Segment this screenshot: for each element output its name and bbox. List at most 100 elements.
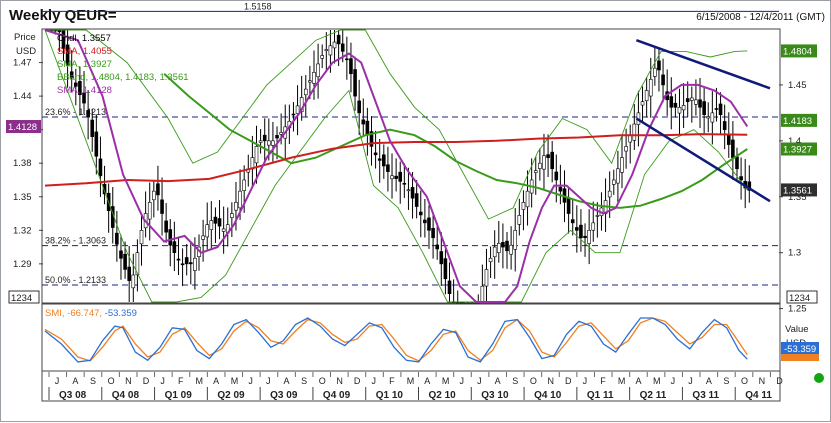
candle-body [611, 179, 616, 185]
candle-body [644, 90, 649, 101]
candle-body [731, 139, 735, 158]
candle-body [435, 244, 439, 250]
candle-body [221, 228, 226, 232]
right-axis-tick-label: 1.3 [788, 248, 801, 259]
candle-body [127, 266, 131, 281]
month-label: J [248, 376, 253, 386]
smi-oscillator: SMI, -66.747, -53.359 -53.359 [44, 308, 819, 363]
legend-entry: SMA, 1.4055 [57, 46, 112, 57]
candle-body [135, 252, 140, 276]
value-badge-label: 1.4128 [8, 122, 37, 133]
sma-green-line [163, 72, 748, 209]
candle-body [579, 224, 583, 239]
month-label: M [407, 376, 415, 386]
candle-body [533, 170, 538, 173]
candle-body [509, 244, 513, 255]
candle-body [542, 155, 546, 170]
quarter-label: Q1 09 [165, 390, 193, 401]
month-label: M [196, 376, 204, 386]
candle-body [349, 58, 353, 75]
left-axis-tick-label: 1.35 [13, 192, 32, 203]
value-badge-label: 1.3561 [783, 185, 812, 196]
candle-body [607, 190, 612, 198]
price-y-axis: 1.471.441.411.381.351.321.291.451.41.351… [13, 58, 807, 315]
smi-line-orange [44, 317, 748, 362]
quarter-label: Q3 10 [481, 390, 509, 401]
quarter-label: Q2 09 [217, 390, 245, 401]
month-label: D [565, 376, 572, 386]
candle-body [673, 102, 678, 108]
candle-body [262, 134, 267, 142]
candle-body [583, 235, 587, 239]
quarter-label: Q4 08 [112, 390, 140, 401]
month-label: J [266, 376, 271, 386]
candle-body [230, 213, 234, 218]
value-badge-label: 1.3927 [783, 145, 812, 156]
month-label: S [301, 376, 307, 386]
candle-body [431, 228, 435, 239]
month-label: J [477, 376, 482, 386]
left-scale-box[interactable] [8, 290, 40, 304]
month-label: N [336, 376, 343, 386]
candle-body [90, 119, 95, 137]
candle-body [677, 106, 682, 114]
candle-body [131, 274, 136, 289]
smi-legend: SMI, -66.747, -53.359 [45, 308, 137, 319]
candle-body [575, 227, 579, 231]
candle-body [74, 82, 78, 87]
month-label: A [495, 376, 501, 386]
value-badges: 1.4804 1.4183 1.3927 1.3561 1.4128 [6, 44, 817, 197]
candle-body [427, 217, 431, 231]
left-axis-tick-label: 1.47 [13, 58, 32, 69]
candle-body [718, 103, 723, 116]
chart-title: Weekly QEUR= [9, 7, 117, 24]
candle-body [632, 123, 637, 141]
candle-body [291, 113, 296, 116]
candle-body [86, 110, 90, 118]
candle-body [324, 49, 329, 52]
legend-entry: SMA, 1.3927 [57, 59, 112, 70]
legend-entry: SMA, 1.4128 [57, 85, 112, 96]
bband-upper-line [45, 29, 748, 220]
candle-body [406, 189, 411, 192]
candle-body [714, 108, 719, 110]
candle-body [238, 190, 242, 209]
legend-entry: Cndl, 1.3557 [57, 33, 111, 44]
right-scale-box-label: 1234 [789, 293, 810, 304]
candle-body [65, 44, 70, 66]
candle-body [694, 99, 698, 105]
candle-body [439, 251, 444, 265]
month-label: J [671, 376, 676, 386]
live-status-indicator [814, 373, 824, 383]
candle-body [295, 105, 300, 114]
quarter-label: Q3 08 [59, 390, 87, 401]
candle-body [209, 220, 214, 230]
candle-body [410, 187, 415, 199]
left-axis-tick-label: 1.29 [13, 259, 32, 270]
month-label: A [284, 376, 290, 386]
candle-body [156, 183, 160, 196]
candle-body [669, 96, 674, 108]
right-scale-box[interactable] [786, 290, 818, 304]
month-label: N [547, 376, 554, 386]
candle-body [271, 140, 275, 146]
candle-body [558, 186, 563, 192]
candle-body [702, 101, 706, 116]
candle-body [119, 250, 123, 259]
candle-body [213, 216, 218, 224]
sma-purple-line [44, 29, 749, 303]
quarter-label: Q2 10 [429, 390, 457, 401]
value-badge-label: 1.4183 [783, 116, 812, 127]
candle-body [152, 190, 156, 201]
month-label: D [776, 376, 783, 386]
month-label: J [459, 376, 464, 386]
candle-body [217, 218, 222, 227]
candle-body [94, 131, 99, 157]
month-label: J [160, 376, 165, 386]
price-panel [41, 28, 781, 304]
candle-body [160, 199, 164, 214]
candle-body [587, 230, 591, 244]
legend-entry: BBand, 1.4804, 1.4183, 1.3561 [57, 72, 189, 83]
